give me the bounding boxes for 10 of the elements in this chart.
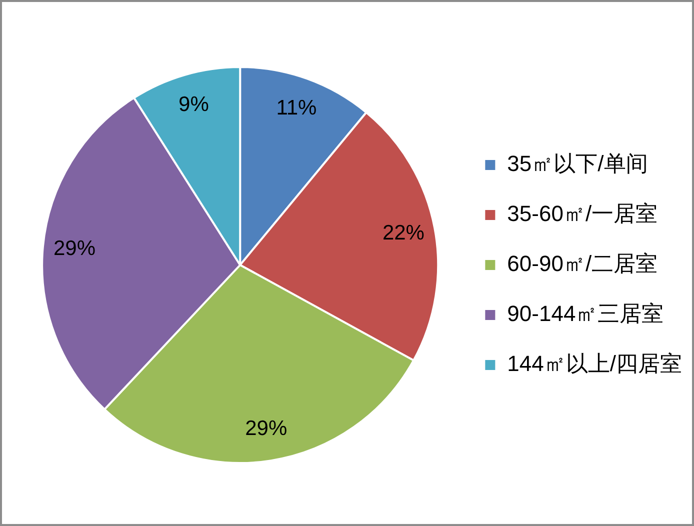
data-label: 11% [276, 96, 317, 120]
legend-label: 35-60㎡/一居室 [507, 201, 658, 226]
legend-label: 35㎡以下/单间 [507, 151, 648, 176]
data-label: 29% [245, 417, 288, 440]
data-label: 9% [178, 93, 209, 116]
data-label: 29% [53, 237, 96, 260]
data-label: 22% [382, 222, 424, 245]
legend-label: 144㎡以上/四居室 [507, 351, 682, 376]
legend-label: 90-144㎡三居室 [507, 301, 664, 326]
legend-label: 60-90㎡/二居室 [507, 251, 658, 276]
